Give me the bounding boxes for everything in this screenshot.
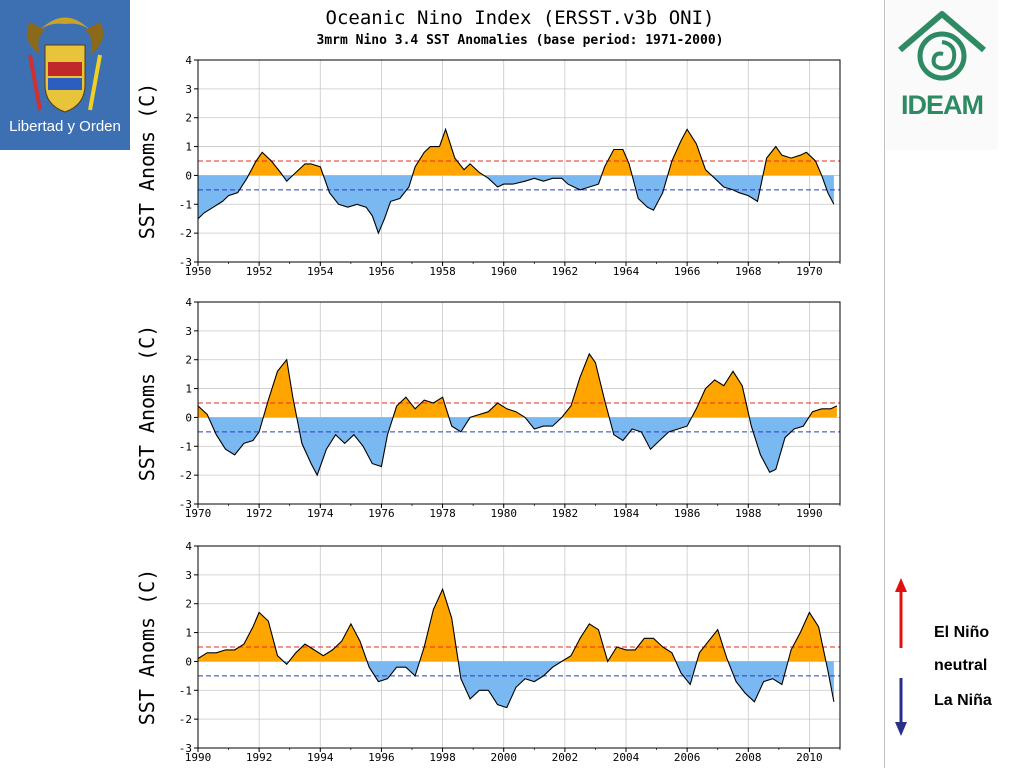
- ideam-swirl-icon: [898, 11, 986, 81]
- y-tick-label: -3: [179, 742, 192, 755]
- y-tick-label: 4: [185, 296, 192, 309]
- oni-series-line: [198, 127, 835, 235]
- x-tick-label: 1982: [552, 507, 579, 520]
- cold-anomaly-area: [283, 661, 834, 708]
- x-tick-label: 1968: [735, 265, 762, 278]
- oni-chart-figure: Oceanic Nino Index (ERSST.v3b ONI) 3mrm …: [135, 7, 841, 764]
- y-tick-label: -3: [179, 256, 192, 269]
- x-tick-label: 2010: [796, 751, 823, 764]
- x-tick-label: 2004: [613, 751, 640, 764]
- x-tick-label: 1990: [796, 507, 823, 520]
- x-tick-label: 1966: [674, 265, 701, 278]
- legend-arrows: [895, 578, 907, 736]
- y-tick-label: 0: [185, 655, 192, 668]
- x-tick-label: 1958: [429, 265, 456, 278]
- enso-legend: El Niño neutral La Niña: [890, 570, 1020, 750]
- x-tick-label: 1976: [368, 507, 395, 520]
- x-tick-label: 1954: [307, 265, 334, 278]
- x-tick-label: 1950: [185, 265, 212, 278]
- y-tick-label: 3: [185, 569, 192, 582]
- oni-series-line: [198, 587, 835, 709]
- x-tick-label: 1952: [246, 265, 273, 278]
- chart-subtitle: 3mrm Nino 3.4 SST Anomalies (base period…: [317, 33, 724, 48]
- y-tick-label: 2: [185, 354, 192, 367]
- x-tick-label: 1970: [796, 265, 823, 278]
- x-tick-label: 2008: [735, 751, 762, 764]
- y-tick-label: -2: [179, 713, 192, 726]
- x-tick-label: 1980: [490, 507, 517, 520]
- y-tick-label: 3: [185, 325, 192, 338]
- x-tick-label: 1962: [552, 265, 579, 278]
- coat-of-arms-icon: [26, 17, 104, 113]
- plot-frame: [197, 301, 841, 505]
- y-tick-label: -1: [179, 440, 192, 453]
- oni-series-line: [198, 352, 838, 477]
- y-axis-label: SST Anoms (C): [135, 325, 159, 482]
- ideam-logo: IDEAM: [886, 0, 998, 150]
- y-tick-label: 4: [185, 540, 192, 553]
- plot-frame: [197, 545, 841, 749]
- y-tick-label: -2: [179, 469, 192, 482]
- x-tick-label: 1994: [307, 751, 334, 764]
- y-axis-label: SST Anoms (C): [135, 83, 159, 240]
- x-tick-label: 1960: [490, 265, 517, 278]
- plot-frame: [197, 59, 841, 263]
- y-tick-label: -3: [179, 498, 192, 511]
- x-tick-label: 1988: [735, 507, 762, 520]
- x-tick-label: 1964: [613, 265, 640, 278]
- x-tick-label: 1992: [246, 751, 273, 764]
- x-tick-label: 1996: [368, 751, 395, 764]
- x-tick-label: 1978: [429, 507, 456, 520]
- cold-anomaly-area: [198, 175, 834, 234]
- x-tick-label: 2006: [674, 751, 701, 764]
- chart-title: Oceanic Nino Index (ERSST.v3b ONI): [326, 7, 715, 29]
- y-tick-label: 0: [185, 169, 192, 182]
- y-tick-label: -1: [179, 684, 192, 697]
- logo-motto: Libertad y Orden: [9, 118, 121, 135]
- legend-la-nina: La Niña: [934, 692, 992, 709]
- x-tick-label: 1956: [368, 265, 395, 278]
- y-tick-label: 1: [185, 383, 192, 396]
- warm-anomaly-area: [198, 353, 837, 418]
- y-axis-label: SST Anoms (C): [135, 569, 159, 726]
- y-tick-label: -1: [179, 198, 192, 211]
- legend-neutral: neutral: [934, 657, 988, 674]
- x-tick-label: 1986: [674, 507, 701, 520]
- y-tick-label: 1: [185, 627, 192, 640]
- x-tick-label: 2002: [552, 751, 579, 764]
- y-tick-label: 3: [185, 83, 192, 96]
- la-nina-arrow-icon: [895, 678, 907, 736]
- x-tick-label: 1974: [307, 507, 334, 520]
- el-nino-arrow-icon: [895, 578, 907, 648]
- y-tick-label: 0: [185, 411, 192, 424]
- ideam-wordmark: IDEAM: [901, 90, 984, 120]
- warm-anomaly-area: [198, 589, 834, 662]
- x-tick-label: 1998: [429, 751, 456, 764]
- y-tick-label: 2: [185, 112, 192, 125]
- x-tick-label: 1984: [613, 507, 640, 520]
- y-tick-label: 1: [185, 141, 192, 154]
- x-tick-label: 2000: [490, 751, 517, 764]
- x-tick-label: 1972: [246, 507, 273, 520]
- x-tick-label: 1990: [185, 751, 212, 764]
- warm-anomaly-area: [198, 129, 834, 176]
- divider: [884, 0, 885, 768]
- legend-el-nino: El Niño: [934, 624, 990, 641]
- y-tick-label: 4: [185, 54, 192, 67]
- y-tick-label: -2: [179, 227, 192, 240]
- colombia-coat-of-arms-logo: Libertad y Orden: [0, 0, 130, 150]
- y-tick-label: 2: [185, 598, 192, 611]
- x-tick-label: 1970: [185, 507, 212, 520]
